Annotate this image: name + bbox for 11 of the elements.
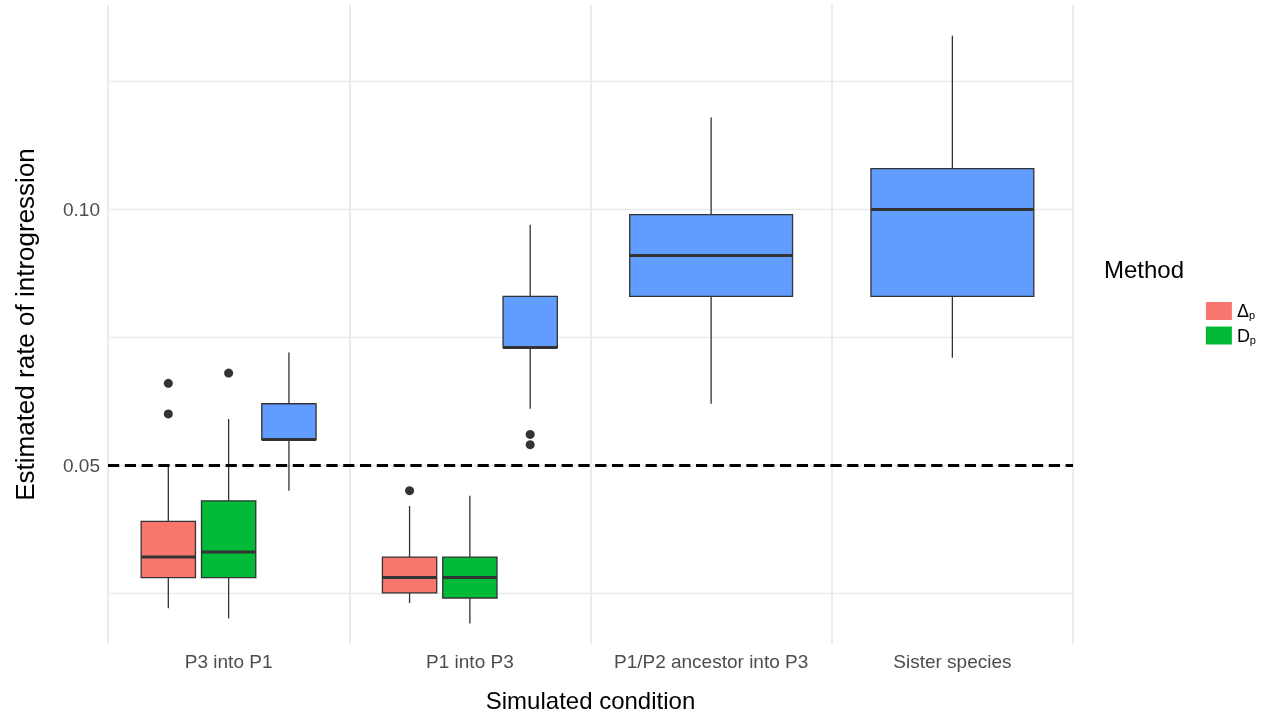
- x-axis-title: Simulated condition: [485, 686, 696, 714]
- x-tick-label: Sister species: [893, 651, 1012, 672]
- x-tick-label: P1/P2 ancestor into P3: [613, 651, 809, 672]
- y-tick-label: 0.05: [63, 454, 100, 476]
- x-tick-label: P1 into P3: [426, 651, 514, 672]
- legend-label: Dp: [1236, 325, 1257, 346]
- legend-title: Method: [1103, 255, 1185, 283]
- x-tick-label: P3 into P1: [184, 651, 273, 672]
- y-tick-label: 0.10: [63, 198, 100, 220]
- y-axis-title: Estimated rate of introgression: [10, 148, 40, 501]
- legend-label: Δp: [1236, 301, 1256, 321]
